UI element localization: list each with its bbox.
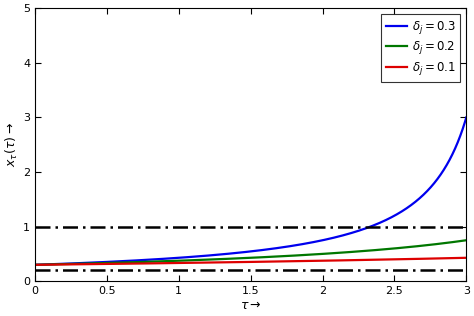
$\delta_j=0.1$ [464,256,469,260]
$\delta_j=0.3$ [451,149,456,153]
$\delta_j=0.1$ [451,256,456,260]
Legend: $\delta_j=0.3$, $\delta_j=0.2$, $\delta_j=0.1$: $\delta_j=0.3$, $\delta_j=0.2$, $\delta_… [381,14,460,82]
Y-axis label: $x_\tau(\tau) \rightarrow$: $x_\tau(\tau) \rightarrow$ [4,122,20,167]
$\delta_j=0.2$ [230,257,236,260]
$\delta_j=0.1$ [451,256,456,260]
$\delta_j=0.1$ [372,258,377,262]
$\delta_j=0.1$ [32,263,38,267]
$\delta_j=0.2$ [372,248,377,252]
$\delta_j=0.1$ [242,260,247,264]
$\delta_j=0.3$ [54,262,60,266]
X-axis label: $\tau \rightarrow$: $\tau \rightarrow$ [240,299,262,312]
$\delta_j=0.3$ [464,115,469,119]
$\delta_j=0.2$ [451,240,456,244]
$\delta_j=0.3$ [451,150,456,154]
$\delta_j=0.2$ [242,256,247,260]
$\delta_j=0.2$ [54,262,60,266]
$\delta_j=0.2$ [32,263,38,267]
Line: $\delta_j=0.1$: $\delta_j=0.1$ [35,258,466,265]
$\delta_j=0.2$ [464,238,469,242]
Line: $\delta_j=0.2$: $\delta_j=0.2$ [35,240,466,265]
$\delta_j=0.3$ [230,251,236,255]
Line: $\delta_j=0.3$: $\delta_j=0.3$ [35,117,466,265]
$\delta_j=0.1$ [230,260,236,264]
$\delta_j=0.2$ [451,240,456,244]
$\delta_j=0.3$ [32,263,38,267]
$\delta_j=0.3$ [372,223,377,227]
$\delta_j=0.1$ [54,263,60,266]
$\delta_j=0.3$ [242,250,247,254]
